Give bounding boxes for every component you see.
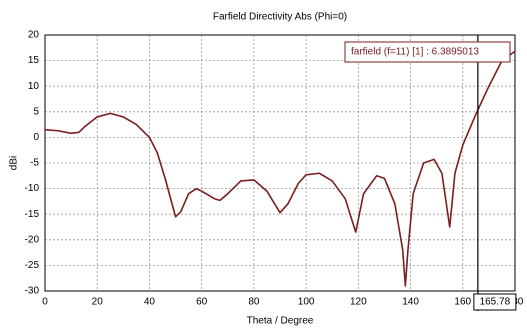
legend-text: farfield (f=11) [1] : 6.3895013	[351, 47, 479, 58]
y-tick-label: 5	[33, 106, 39, 117]
x-tick-label: 60	[196, 297, 208, 308]
x-tick-label: 120	[350, 297, 367, 308]
y-tick-label: 10	[28, 81, 40, 92]
y-tick-label: 20	[28, 30, 40, 41]
y-axis-label: dBi	[9, 156, 20, 170]
x-tick-label: 20	[92, 297, 104, 308]
x-tick-label: 140	[402, 297, 419, 308]
x-tick-label: 80	[248, 297, 260, 308]
y-tick-label: -25	[25, 260, 40, 271]
x-tick-label: 0	[42, 297, 48, 308]
y-tick-label: -10	[25, 183, 40, 194]
y-tick-label: -20	[25, 234, 40, 245]
y-tick-label: 15	[28, 55, 40, 66]
y-tick-label: -5	[30, 158, 39, 169]
y-tick-label: -15	[25, 209, 40, 220]
chart-title: Farfield Directivity Abs (Phi=0)	[213, 12, 347, 23]
x-tick-label: 40	[144, 297, 156, 308]
y-tick-label: 0	[33, 132, 39, 143]
x-axis-label: Theta / Degree	[247, 316, 314, 327]
legend-box	[344, 41, 511, 63]
y-tick-label: -30	[25, 286, 40, 297]
marker-label: 165.78	[480, 297, 511, 308]
x-tick-label: 160	[454, 297, 471, 308]
x-tick-label: 100	[298, 297, 315, 308]
marker-label-box	[473, 293, 517, 311]
data-line	[44, 50, 516, 287]
plot-frame	[44, 34, 516, 292]
